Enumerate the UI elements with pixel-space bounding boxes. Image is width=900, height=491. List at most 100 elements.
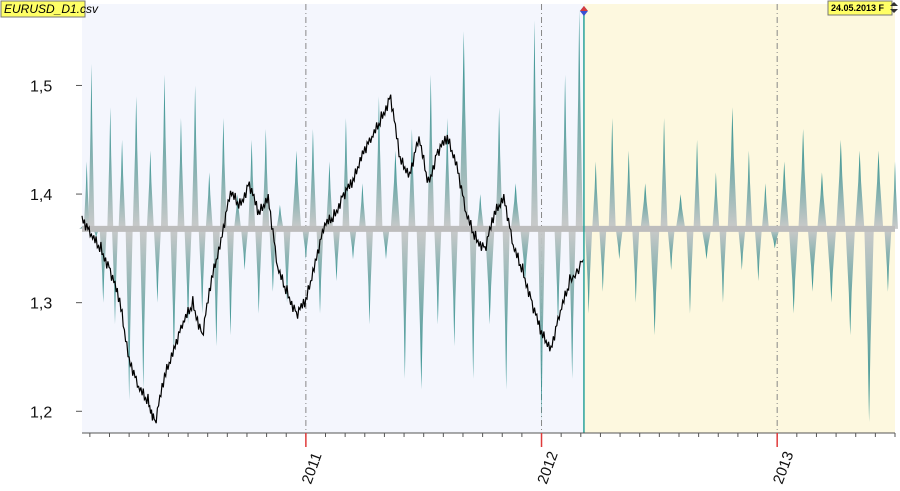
wave-spike [325, 161, 333, 229]
wave-spike [884, 228, 892, 292]
file-label-box [0, 0, 86, 18]
wave-spike [568, 228, 576, 379]
wave-spike [675, 194, 686, 229]
wave-spike [132, 96, 140, 229]
wave-spike [302, 228, 310, 260]
wave-spike [779, 161, 789, 229]
wave-spike [892, 161, 898, 229]
wave-spike [754, 228, 762, 281]
x-tick-label: 2012 [534, 449, 561, 486]
wave-spike [146, 150, 154, 229]
wave-spike [241, 228, 249, 271]
wave-spike [191, 85, 199, 229]
wave-spike [770, 228, 780, 249]
wave-spike [727, 107, 738, 229]
wave-spike [450, 228, 458, 347]
wave-spike [788, 228, 799, 314]
wave-spike [255, 228, 263, 314]
wave-spike [83, 161, 90, 229]
wave-spike [738, 228, 746, 271]
wave-spike [349, 228, 357, 260]
wave-spike [719, 228, 727, 303]
divider-marker-top [579, 6, 588, 11]
date-label-box [827, 0, 893, 16]
y-tick-label: 1,5 [30, 78, 52, 95]
wave-spike [686, 228, 694, 314]
wave-spike [554, 228, 562, 325]
wave-spike [520, 228, 530, 281]
wave-spike [836, 139, 846, 229]
wave-spike [585, 228, 593, 314]
y-tick-label: 1,2 [30, 404, 52, 421]
wave-spike [807, 228, 818, 292]
wave-spike [660, 118, 668, 229]
wave-spike [365, 228, 374, 325]
wave-spike [826, 228, 837, 303]
wave-spike [233, 194, 242, 229]
scroll-arrows-icon[interactable] [890, 2, 898, 13]
wave-spike [139, 228, 147, 390]
wave-spike [226, 228, 234, 336]
y-axis: 1,2 1,3 1,4 1,5 [30, 78, 82, 421]
wave-spike [153, 228, 161, 303]
wave-spike [693, 139, 701, 229]
x-tick-label: 2011 [299, 450, 326, 486]
wave-spike [177, 118, 185, 229]
wave-spike [88, 63, 95, 229]
wave-spike [283, 228, 291, 303]
wave-spike [873, 150, 884, 229]
wave-spike [118, 139, 126, 229]
wave-spike [276, 204, 284, 229]
wave-spike [667, 228, 675, 271]
wave-spike [599, 228, 607, 292]
wave-spike [219, 118, 227, 229]
wave-spike [125, 228, 133, 401]
wave-spike [530, 20, 538, 229]
wave-spike [640, 183, 650, 229]
wave-spike [864, 228, 874, 423]
wave-spike [205, 172, 213, 229]
wave-spike [434, 228, 442, 325]
wave-spike [608, 118, 616, 229]
wave-spike [798, 128, 808, 229]
wave-spike [761, 183, 769, 229]
wave-spike [561, 74, 569, 229]
chart-bg-left [0, 0, 82, 491]
wave-spike [262, 128, 270, 229]
wave-spike [712, 172, 720, 229]
wave-spike [358, 183, 366, 229]
wave-spike [291, 150, 302, 229]
price-line [81, 94, 585, 424]
wave-spike [615, 228, 623, 260]
wave-spike [309, 128, 317, 229]
wave-spike [401, 228, 409, 379]
wave-spike [248, 139, 256, 229]
wave-spike [427, 74, 435, 229]
wave-spike [484, 228, 495, 325]
wave-spike [745, 150, 753, 229]
wave-spike [390, 150, 401, 229]
wave-spike [416, 228, 427, 390]
wave-spike [443, 118, 451, 229]
wave-spike [476, 194, 484, 229]
wave-spike [459, 31, 469, 229]
divider-marker[interactable] [579, 6, 588, 16]
forecast-date-label: 24.05.2013 F [831, 3, 885, 13]
wave-spike [111, 228, 118, 325]
wave-spike [632, 228, 640, 303]
wave-spike [198, 228, 206, 314]
wave-spike [845, 228, 855, 336]
wave-spike [170, 228, 178, 357]
wave-spike [817, 172, 827, 229]
wave-spike [854, 150, 865, 229]
file-label: EURUSD_D1.csv [4, 2, 99, 16]
wave-spike [625, 150, 633, 229]
x-tick-label: 2013 [770, 449, 797, 486]
wave-spike [107, 107, 114, 229]
x-axis: 2011 2012 2013 [89, 433, 896, 486]
wave-spike [537, 228, 546, 423]
wave-spike [160, 74, 169, 229]
wave-spike [184, 228, 192, 325]
